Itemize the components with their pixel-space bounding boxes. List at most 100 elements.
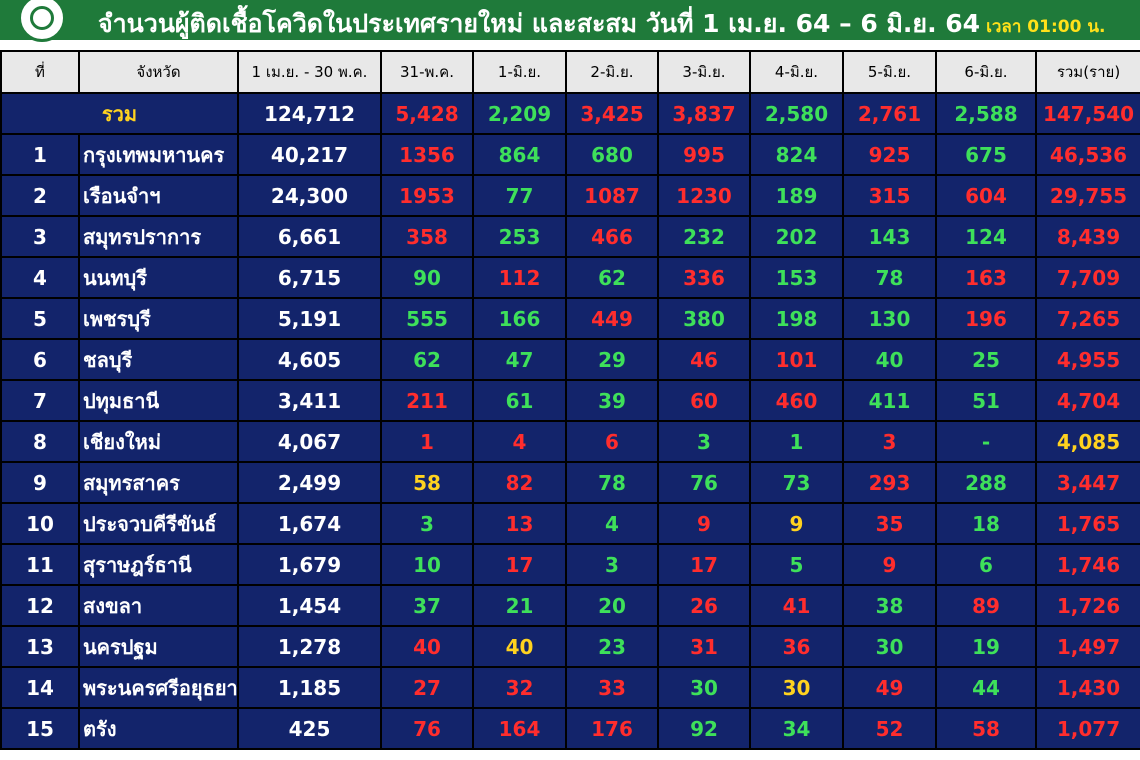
cell: 1,679 [237, 543, 382, 586]
cell: 164 [472, 707, 567, 750]
cell: 1,185 [237, 666, 382, 709]
cell: 38 [842, 584, 937, 627]
cell: 1087 [565, 174, 659, 217]
header-row: ที่ จังหวัด 1 เม.ย. - 30 พ.ค. 31-พ.ค. 1-มิ.ย… [0, 50, 1140, 94]
row-number: 4 [0, 256, 80, 299]
cell: 675 [935, 133, 1037, 176]
cell: 20 [565, 584, 659, 627]
cell: 90 [380, 256, 474, 299]
title-bar: จำนวนผู้ติดเชื้อโควิดในประเทศรายใหม่ และ… [0, 0, 1140, 42]
cell: 33 [565, 666, 659, 709]
cell: 29,755 [1035, 174, 1140, 217]
cell: 6 [935, 543, 1037, 586]
cell: 1356 [380, 133, 474, 176]
cell: 460 [749, 379, 844, 422]
column-header: 31-พ.ค. [380, 50, 474, 94]
title-text: จำนวนผู้ติดเชื้อโควิดในประเทศรายใหม่ และ… [98, 9, 981, 38]
cell: 336 [657, 256, 751, 299]
cell: 17 [472, 543, 567, 586]
cell: 4,605 [237, 338, 382, 381]
row-number: 13 [0, 625, 80, 668]
cell: 288 [935, 461, 1037, 504]
cell: 112 [472, 256, 567, 299]
cell: 1,454 [237, 584, 382, 627]
cell: 46,536 [1035, 133, 1140, 176]
cell: 9 [842, 543, 937, 586]
cell: 32 [472, 666, 567, 709]
cell: 4 [472, 420, 567, 463]
cell: 555 [380, 297, 474, 340]
cell: 78 [565, 461, 659, 504]
cell: 130 [842, 297, 937, 340]
total-cell: 147,540 [1035, 92, 1140, 135]
cell: 31 [657, 625, 751, 668]
cell: 1,674 [237, 502, 382, 545]
cell: 3,447 [1035, 461, 1140, 504]
cell: 30 [842, 625, 937, 668]
province: เพชรบุรี [78, 297, 239, 340]
row-number: 2 [0, 174, 80, 217]
province: นนทบุรี [78, 256, 239, 299]
column-header: 5-มิ.ย. [842, 50, 937, 94]
cell: 46 [657, 338, 751, 381]
column-header: 1-มิ.ย. [472, 50, 567, 94]
province: ตรัง [78, 707, 239, 750]
cell: 358 [380, 215, 474, 258]
cell: 8,439 [1035, 215, 1140, 258]
row: 11 สุราษฎร์ธานี 1,679 10 17 3 17 5 9 6 1,746 [0, 543, 1140, 586]
province: สมุทรปราการ [78, 215, 239, 258]
total-cell: 5,428 [380, 92, 474, 135]
cell: 1 [749, 420, 844, 463]
row: 15 ตรัง 425 76 164 176 92 34 52 58 1,077 [0, 707, 1140, 750]
cell: 49 [842, 666, 937, 709]
cell: 6,715 [237, 256, 382, 299]
cell: 5 [749, 543, 844, 586]
cell: 4,085 [1035, 420, 1140, 463]
cell: 30 [749, 666, 844, 709]
cell: 92 [657, 707, 751, 750]
cell: 61 [472, 379, 567, 422]
cell: 4 [565, 502, 659, 545]
cell: 6,661 [237, 215, 382, 258]
cell: 864 [472, 133, 567, 176]
province: สุราษฎร์ธานี [78, 543, 239, 586]
cell: 58 [935, 707, 1037, 750]
cell: 40,217 [237, 133, 382, 176]
cell: 51 [935, 379, 1037, 422]
cell: 7,265 [1035, 297, 1140, 340]
cell: 52 [842, 707, 937, 750]
cell: 1230 [657, 174, 751, 217]
title: จำนวนผู้ติดเชื้อโควิดในประเทศรายใหม่ และ… [98, 4, 1105, 44]
cell: 89 [935, 584, 1037, 627]
cell: 680 [565, 133, 659, 176]
cell: 29 [565, 338, 659, 381]
cell: 4,704 [1035, 379, 1140, 422]
total-cell: 2,588 [935, 92, 1037, 135]
cell: 153 [749, 256, 844, 299]
cell: 293 [842, 461, 937, 504]
total-row: รวม 124,712 5,428 2,209 3,425 3,837 2,580 2,761… [0, 92, 1140, 135]
cell: 41 [749, 584, 844, 627]
row-number: 9 [0, 461, 80, 504]
cell: 1,497 [1035, 625, 1140, 668]
cell: 78 [842, 256, 937, 299]
cell: 62 [565, 256, 659, 299]
cell: 189 [749, 174, 844, 217]
cell: 58 [380, 461, 474, 504]
province: สมุทรสาคร [78, 461, 239, 504]
column-header: 2-มิ.ย. [565, 50, 659, 94]
row-number: 11 [0, 543, 80, 586]
row-number: 12 [0, 584, 80, 627]
row-number: 15 [0, 707, 80, 750]
total-cell: 124,712 [237, 92, 382, 135]
row: 4 นนทบุรี 6,715 90 112 62 336 153 78 163 7,709 [0, 256, 1140, 299]
cell: 411 [842, 379, 937, 422]
total-cell: 2,580 [749, 92, 844, 135]
cell: 6 [565, 420, 659, 463]
row: 5 เพชรบุรี 5,191 555 166 449 380 198 130 196 7,265 [0, 297, 1140, 340]
cell: 1,077 [1035, 707, 1140, 750]
cell: 253 [472, 215, 567, 258]
column-header: 3-มิ.ย. [657, 50, 751, 94]
province: เชียงใหม่ [78, 420, 239, 463]
